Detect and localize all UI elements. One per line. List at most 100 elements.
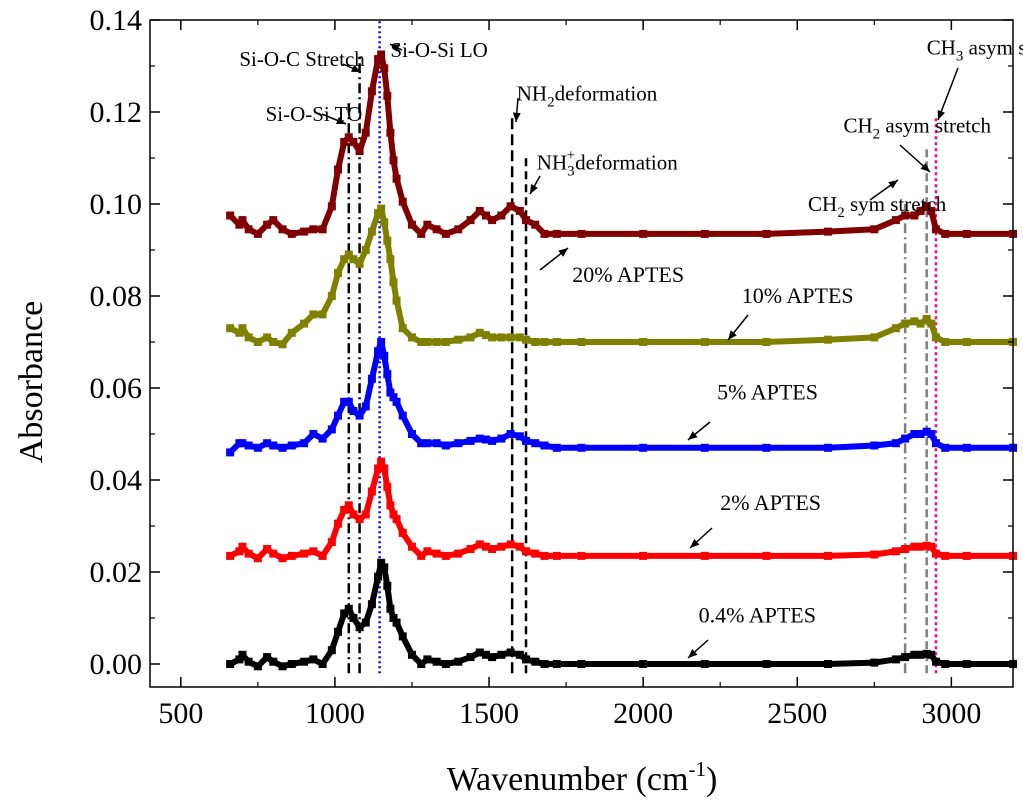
series-point: [244, 225, 253, 234]
series-point: [253, 554, 262, 563]
series-label: 20% APTES: [572, 262, 684, 287]
series-point: [497, 333, 506, 342]
annotation-label: CH2 sym stretch: [808, 192, 947, 221]
series-point: [577, 443, 586, 452]
series-point: [931, 657, 940, 666]
series-point: [481, 542, 490, 551]
series-point: [263, 220, 272, 229]
series-point: [639, 229, 648, 238]
annotation-text: Si-O-C Stretch: [239, 47, 365, 71]
series-point: [367, 374, 376, 383]
series-point: [700, 443, 709, 452]
series-point: [377, 457, 386, 466]
series-point: [361, 246, 370, 254]
series-point: [901, 211, 910, 220]
series-point: [334, 519, 343, 528]
series-point: [318, 551, 327, 560]
series-point: [235, 547, 244, 556]
annotation-text: CH: [808, 192, 837, 216]
series-point: [870, 225, 879, 234]
series-point: [340, 137, 349, 146]
series-point: [552, 229, 561, 238]
series-point: [355, 259, 364, 268]
series-point: [441, 441, 450, 450]
series-point: [407, 542, 416, 551]
series-point: [488, 545, 497, 553]
annotation-text-after: deformation: [575, 151, 678, 175]
series-point: [891, 547, 900, 556]
series-point: [253, 443, 262, 452]
series-point: [269, 441, 278, 450]
annotation-text-after: deformation: [555, 82, 658, 106]
annotation-text-after: asym stretch: [963, 36, 1023, 60]
series-point: [515, 542, 524, 551]
series-point: [762, 443, 771, 452]
series-point: [278, 443, 287, 452]
series-point: [392, 296, 401, 305]
series-point: [901, 434, 910, 443]
series-point: [941, 229, 950, 238]
series-point: [327, 292, 336, 300]
series-point: [244, 657, 253, 666]
annotation-subscript: 3: [956, 49, 964, 65]
series-point: [235, 655, 244, 664]
series-point: [389, 614, 398, 622]
series-point: [870, 333, 879, 342]
series: [226, 457, 1017, 563]
series-point: [481, 435, 490, 444]
series-point: [263, 439, 272, 448]
y-tick-label: 0.00: [90, 648, 143, 681]
series-point: [334, 627, 343, 636]
annotation-subscript: 2: [547, 95, 555, 111]
annotation-text: CH: [927, 36, 956, 60]
series-point: [454, 549, 463, 558]
series-point: [506, 202, 515, 211]
series-point: [383, 482, 392, 491]
series-point: [432, 549, 441, 558]
series-point: [340, 255, 349, 264]
series: [226, 204, 1017, 349]
series-point: [432, 225, 441, 234]
series-point: [318, 434, 327, 443]
annotation-arrowhead: [937, 110, 945, 120]
series-point: [901, 545, 910, 553]
series-point: [475, 206, 484, 215]
series-point: [506, 648, 515, 657]
series-point: [226, 448, 235, 457]
series-point: [407, 430, 416, 438]
series-point: [407, 333, 416, 342]
series-point: [287, 328, 296, 337]
annotation-arrowhead: [558, 248, 568, 257]
y-axis-label: Absorbance: [13, 301, 50, 463]
series-point: [497, 542, 506, 551]
series-point: [349, 137, 358, 146]
series-point: [700, 229, 709, 238]
series-point: [398, 197, 407, 206]
series-point: [639, 443, 648, 452]
series-point: [300, 657, 309, 666]
series-point: [441, 229, 450, 238]
series-point: [522, 335, 531, 344]
series-point: [334, 411, 343, 420]
series-point: [423, 439, 432, 448]
series-point: [355, 411, 364, 420]
series-label: 10% APTES: [742, 283, 854, 308]
series-point: [531, 338, 540, 346]
series-point: [377, 204, 386, 213]
series-point: [309, 547, 318, 556]
series-point: [235, 220, 244, 229]
series-point: [916, 430, 925, 438]
x-tick-label: 500: [158, 697, 203, 730]
annotation-superscript: +: [567, 148, 575, 164]
series-point: [515, 650, 524, 659]
series-point: [377, 558, 386, 567]
series-point: [552, 660, 561, 668]
series-point: [344, 133, 353, 142]
series-point: [552, 338, 561, 346]
series-point: [344, 250, 353, 259]
series-point: [367, 487, 376, 496]
annotation-arrowhead: [530, 184, 538, 194]
x-tick-label: 2500: [767, 697, 827, 730]
series-point: [269, 549, 278, 558]
series-point: [531, 549, 540, 558]
